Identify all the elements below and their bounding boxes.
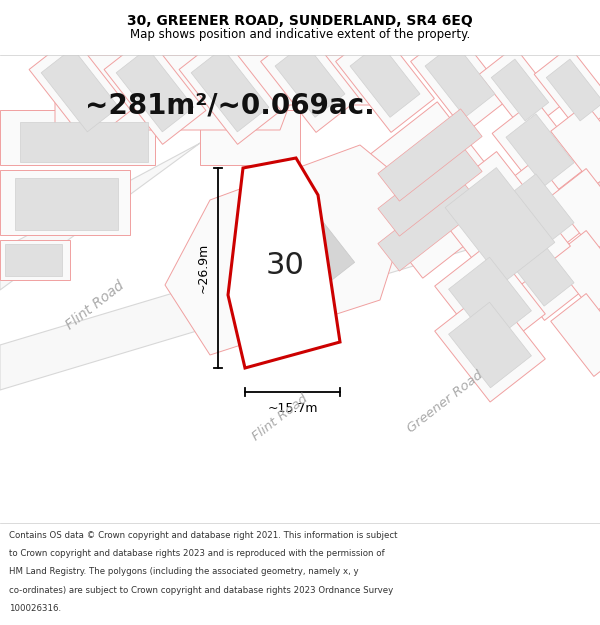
Polygon shape [378,144,482,236]
Polygon shape [449,302,532,388]
Polygon shape [551,169,600,251]
Polygon shape [546,59,600,121]
Text: Flint Road: Flint Road [63,278,127,332]
Text: to Crown copyright and database rights 2023 and is reproduced with the permissio: to Crown copyright and database rights 2… [9,549,385,558]
Polygon shape [165,145,415,355]
Polygon shape [0,55,365,290]
Polygon shape [506,114,574,186]
Text: Map shows position and indicative extent of the property.: Map shows position and indicative extent… [130,28,470,41]
Polygon shape [378,109,482,201]
Polygon shape [29,36,131,144]
Text: 30, GREENER ROAD, SUNDERLAND, SR4 6EQ: 30, GREENER ROAD, SUNDERLAND, SR4 6EQ [127,14,473,28]
Polygon shape [343,102,517,278]
Polygon shape [445,168,555,282]
Polygon shape [506,234,574,306]
Polygon shape [260,28,359,132]
Polygon shape [285,55,395,105]
Polygon shape [0,240,70,280]
Polygon shape [228,158,340,368]
Polygon shape [5,244,62,276]
Polygon shape [435,288,545,402]
Polygon shape [551,294,600,376]
Polygon shape [425,42,495,118]
Polygon shape [179,36,281,144]
Polygon shape [0,170,130,235]
Polygon shape [41,48,119,132]
Text: HM Land Registry. The polygons (including the associated geometry, namely x, y: HM Land Registry. The polygons (includin… [9,568,359,576]
Polygon shape [0,165,600,390]
Polygon shape [378,179,482,271]
Polygon shape [55,55,215,130]
Polygon shape [350,42,420,118]
Polygon shape [506,174,574,246]
Polygon shape [191,48,269,132]
Text: ~26.9m: ~26.9m [197,243,210,293]
Polygon shape [479,47,561,133]
Polygon shape [492,219,588,321]
Polygon shape [104,36,206,144]
Text: Greener Road: Greener Road [405,369,485,436]
Polygon shape [551,231,600,313]
Polygon shape [20,122,148,162]
Polygon shape [551,104,600,186]
Polygon shape [0,110,300,165]
Polygon shape [449,258,532,343]
Text: Contains OS data © Crown copyright and database right 2021. This information is : Contains OS data © Crown copyright and d… [9,531,398,539]
Polygon shape [15,178,118,230]
Polygon shape [410,28,509,132]
Polygon shape [492,99,588,201]
Polygon shape [335,28,434,132]
Polygon shape [155,55,295,130]
Polygon shape [116,48,194,132]
Text: ~281m²/~0.069ac.: ~281m²/~0.069ac. [85,91,375,119]
Text: 100026316.: 100026316. [9,604,61,613]
Polygon shape [435,243,545,357]
Polygon shape [534,47,600,133]
Polygon shape [430,151,571,299]
Text: 30: 30 [266,251,304,279]
Polygon shape [235,196,355,314]
Text: co-ordinates) are subject to Crown copyright and database rights 2023 Ordnance S: co-ordinates) are subject to Crown copyr… [9,586,393,594]
Text: ~15.7m: ~15.7m [267,402,318,415]
Polygon shape [492,159,588,261]
Polygon shape [491,59,549,121]
Text: Flint Road: Flint Road [250,392,310,444]
Polygon shape [275,42,345,118]
